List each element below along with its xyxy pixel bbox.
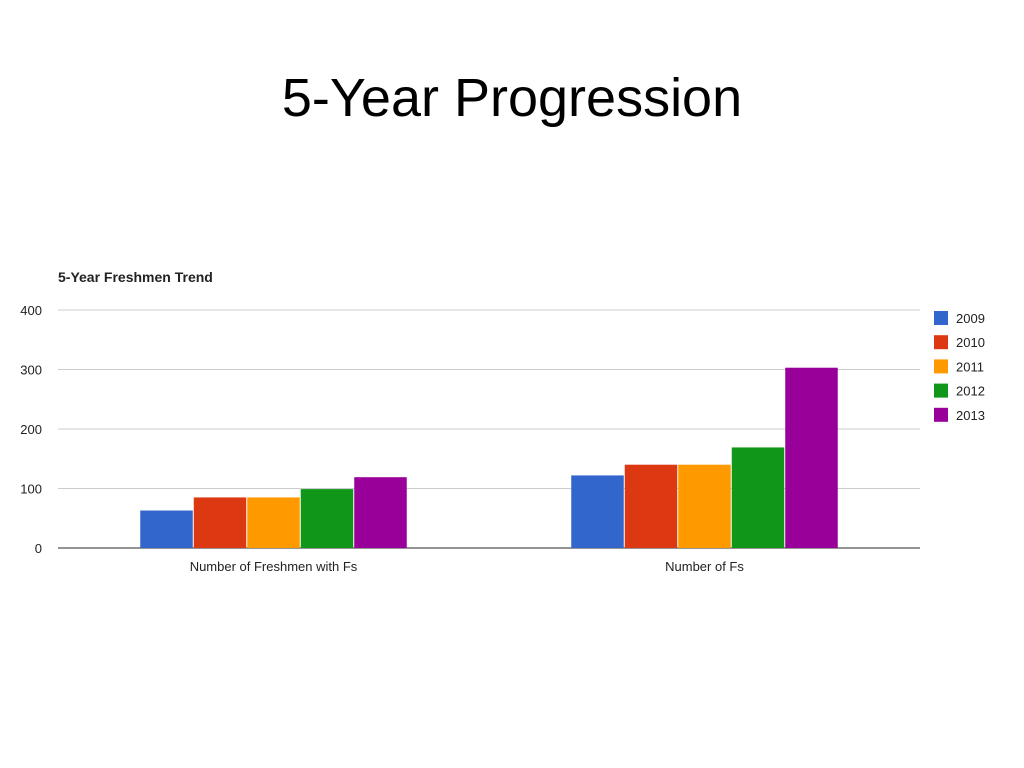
legend-swatch bbox=[934, 359, 948, 374]
bar-2011-freshmen-with-fs bbox=[247, 497, 300, 548]
bars bbox=[140, 367, 838, 548]
bar-2012-freshmen-with-fs bbox=[300, 489, 354, 548]
legend-swatch bbox=[934, 407, 948, 422]
bar-2010-freshmen-with-fs bbox=[193, 497, 247, 548]
bar-2010-number-of-fs bbox=[624, 464, 678, 548]
legend-label: 2009 bbox=[956, 311, 985, 326]
y-tick-label: 400 bbox=[20, 303, 42, 318]
legend: 2009 2010 2011 2012 2013 bbox=[934, 311, 985, 423]
chart-title: 5-Year Freshmen Trend bbox=[58, 269, 213, 285]
legend-label: 2012 bbox=[956, 384, 985, 399]
bar-2009-freshmen-with-fs bbox=[140, 510, 193, 548]
y-tick-label: 0 bbox=[35, 541, 42, 556]
slide-title: 5-Year Progression bbox=[281, 68, 743, 128]
legend-label: 2013 bbox=[956, 408, 985, 423]
x-axis-categories: Number of Freshmen with Fs Number of Fs bbox=[190, 559, 745, 574]
bar-2009-number-of-fs bbox=[571, 475, 624, 548]
x-category-label: Number of Freshmen with Fs bbox=[190, 559, 358, 574]
y-tick-label: 100 bbox=[20, 482, 42, 497]
y-tick-label: 300 bbox=[20, 363, 42, 378]
legend-swatch bbox=[934, 383, 948, 398]
bar-2012-number-of-fs bbox=[731, 447, 785, 548]
legend-swatch bbox=[934, 311, 948, 325]
legend-swatch bbox=[934, 335, 948, 350]
legend-label: 2011 bbox=[956, 359, 984, 374]
x-category-label: Number of Fs bbox=[665, 559, 744, 574]
legend-label: 2010 bbox=[956, 335, 985, 350]
bar-2011-number-of-fs bbox=[678, 464, 731, 548]
y-tick-label: 200 bbox=[20, 422, 42, 437]
bar-2013-number-of-fs bbox=[785, 367, 838, 548]
bar-2013-freshmen-with-fs bbox=[354, 477, 407, 548]
y-axis-ticks: 0 100 200 300 400 bbox=[20, 303, 42, 556]
